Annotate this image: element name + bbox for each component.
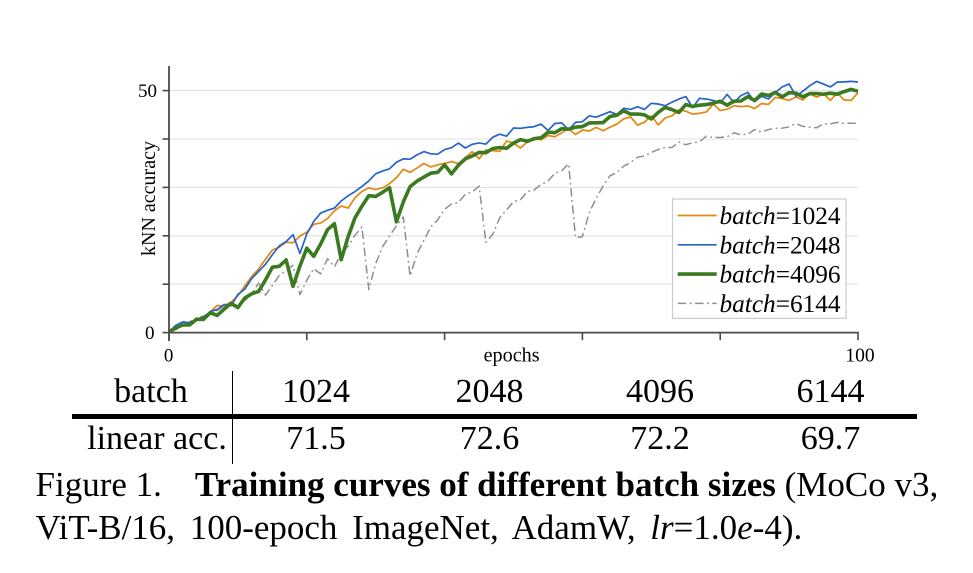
svg-text:100: 100 [845,346,874,367]
svg-text:0: 0 [164,346,174,367]
svg-text:batch=4096: batch=4096 [720,261,841,289]
svg-text:batch=2048: batch=2048 [720,231,841,259]
svg-text:kNN accuracy: kNN accuracy [138,141,160,256]
svg-text:batch=1024: batch=1024 [720,202,841,230]
svg-text:0: 0 [145,323,155,344]
svg-text:50: 50 [138,81,157,102]
svg-text:epochs: epochs [484,345,540,367]
svg-text:batch=6144: batch=6144 [720,290,841,318]
